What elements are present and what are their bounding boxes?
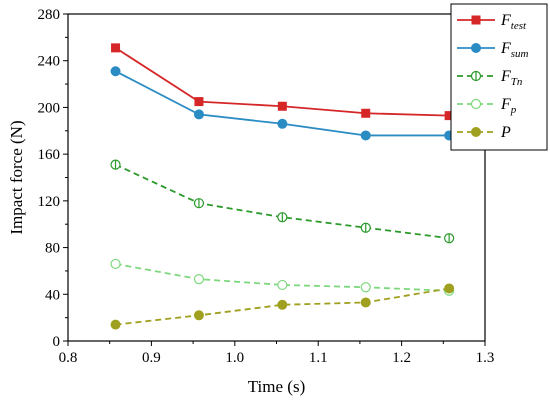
legend-item: Fsum	[457, 40, 529, 60]
y-tick-label: 280	[38, 7, 61, 23]
data-point	[444, 233, 455, 244]
legend-item: P	[457, 124, 511, 141]
data-point	[360, 297, 371, 308]
series-line	[115, 163, 450, 240]
y-tick-label: 160	[38, 147, 61, 163]
legend-item: Ftest	[457, 12, 527, 32]
y-tick-label: 80	[45, 241, 60, 257]
data-point	[110, 66, 121, 77]
legend-marker	[470, 98, 482, 110]
legend-marker	[471, 15, 481, 25]
y-tick-label: 120	[38, 194, 61, 210]
x-tick-label: 1.3	[476, 350, 495, 366]
data-point	[193, 274, 205, 285]
series-layer	[110, 43, 455, 330]
data-point	[110, 319, 121, 330]
x-tick-label: 1.1	[309, 350, 328, 366]
legend-item: Fp	[457, 96, 517, 116]
data-point	[361, 108, 371, 118]
data-point	[194, 97, 204, 107]
series-line	[115, 287, 450, 326]
series-ftest	[111, 43, 454, 121]
legend: Ftest Fsum FTn Fp P	[450, 3, 548, 151]
legend-label: Ftest	[500, 12, 527, 32]
legend-label: P	[500, 124, 511, 141]
data-point	[110, 258, 121, 270]
data-point	[110, 159, 121, 170]
data-point	[277, 299, 288, 310]
x-tick-label: 0.8	[59, 350, 78, 366]
plot-frame	[67, 13, 486, 342]
legend-item: FTn	[457, 68, 523, 88]
series-fp	[110, 258, 455, 296]
y-axis-title: Impact force (N)	[7, 120, 26, 234]
data-point	[193, 109, 204, 120]
legend-marker	[471, 127, 481, 137]
data-point	[277, 118, 288, 129]
data-point	[277, 212, 288, 223]
data-point	[111, 43, 121, 53]
legend-label: FTn	[500, 68, 523, 88]
legend-marker	[470, 70, 482, 82]
legend-label: Fp	[500, 96, 517, 116]
series-ftn	[110, 159, 455, 244]
data-point	[277, 101, 287, 111]
data-point	[193, 310, 204, 321]
series-fsum	[110, 66, 455, 141]
data-point	[360, 282, 371, 293]
x-axis-title: Time (s)	[248, 377, 305, 396]
x-tick-label: 1.2	[392, 350, 411, 366]
x-tick-label: 0.9	[142, 350, 161, 366]
y-tick-label: 40	[45, 287, 60, 303]
data-point	[360, 222, 371, 233]
data-point	[193, 198, 205, 209]
y-tick-label: 240	[38, 54, 61, 70]
legend-label: Fsum	[500, 40, 529, 60]
y-tick-label: 0	[53, 334, 61, 350]
y-tick-label: 200	[38, 100, 61, 116]
x-tick-label: 1.0	[225, 350, 244, 366]
data-point	[360, 130, 371, 141]
data-point	[277, 279, 288, 291]
axes: 0.8 0.9 1.0 1.1 1.2 1.3 0 40 80 120 160 200 240 280	[38, 7, 495, 366]
legend-box	[450, 3, 548, 151]
data-point	[444, 283, 455, 294]
legend-marker	[471, 43, 481, 53]
series-p	[110, 283, 455, 330]
